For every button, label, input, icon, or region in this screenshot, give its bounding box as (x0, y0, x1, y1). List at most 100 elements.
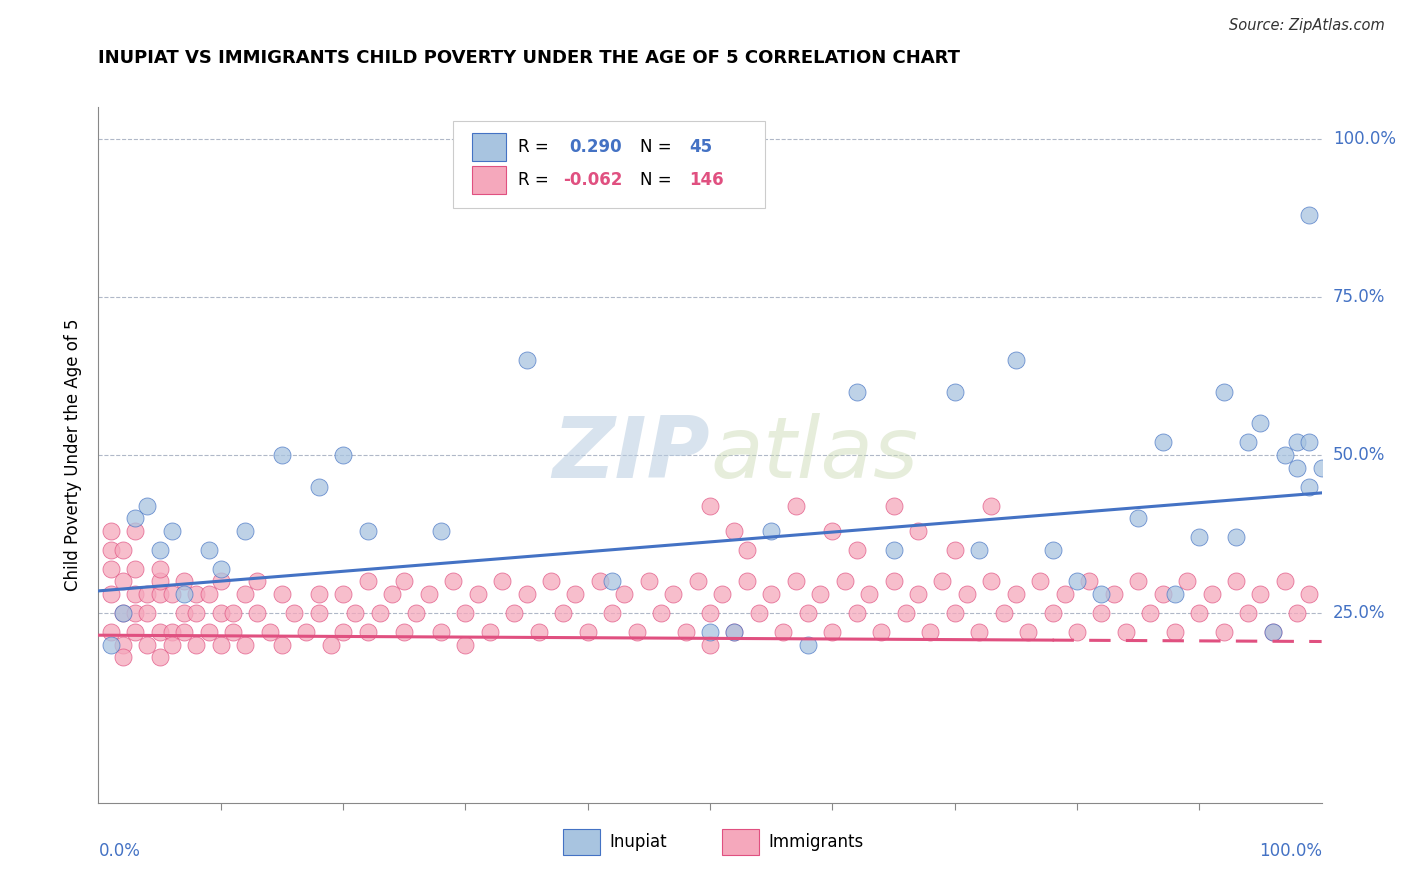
Point (233, 587, 256, 601)
Point (1212, 625, 1234, 640)
Point (124, 562, 146, 576)
Point (100, 542, 122, 557)
Text: N =: N = (640, 171, 672, 189)
Point (209, 638, 232, 652)
Point (1261, 625, 1284, 640)
Point (124, 587, 146, 601)
Point (454, 638, 477, 652)
Point (1152, 435, 1174, 450)
FancyBboxPatch shape (723, 829, 759, 855)
Point (149, 542, 172, 557)
Point (1053, 587, 1076, 601)
Point (222, 625, 245, 640)
Point (1298, 479, 1320, 493)
Point (943, 542, 966, 557)
Point (1237, 435, 1260, 450)
Point (173, 574, 195, 589)
Point (772, 625, 794, 640)
Point (1274, 448, 1296, 462)
Point (1298, 435, 1320, 450)
Point (283, 606, 305, 620)
FancyBboxPatch shape (453, 121, 765, 208)
Point (883, 574, 905, 589)
Point (821, 625, 844, 640)
Point (845, 542, 868, 557)
Point (662, 587, 685, 601)
Point (1298, 587, 1320, 601)
Text: N =: N = (640, 137, 672, 156)
Point (540, 574, 562, 589)
Point (515, 587, 537, 601)
Point (1201, 587, 1223, 601)
Point (478, 625, 501, 640)
Point (1066, 625, 1088, 640)
Text: 25.0%: 25.0% (1333, 604, 1385, 622)
Text: R =: R = (517, 171, 548, 189)
Point (430, 625, 453, 640)
Point (392, 625, 416, 640)
Point (907, 587, 929, 601)
Point (149, 625, 172, 640)
Point (1286, 435, 1309, 450)
Point (600, 606, 623, 620)
Point (100, 524, 122, 538)
Point (209, 606, 232, 620)
Point (173, 606, 195, 620)
Point (270, 587, 294, 601)
Point (111, 650, 134, 665)
Text: 0.0%: 0.0% (98, 842, 141, 860)
Point (392, 574, 416, 589)
Point (111, 542, 134, 557)
Point (723, 625, 745, 640)
Point (1090, 606, 1112, 620)
Point (1274, 574, 1296, 589)
Point (1029, 574, 1052, 589)
Point (503, 606, 526, 620)
Point (1139, 606, 1161, 620)
Point (308, 606, 330, 620)
Text: Source: ZipAtlas.com: Source: ZipAtlas.com (1229, 18, 1385, 33)
Point (149, 574, 172, 589)
Point (761, 524, 783, 538)
Point (1164, 587, 1187, 601)
Point (613, 587, 636, 601)
Point (332, 448, 354, 462)
Point (209, 574, 232, 589)
Point (356, 625, 378, 640)
Point (1261, 625, 1284, 640)
Point (100, 638, 122, 652)
Point (1017, 625, 1039, 640)
Point (332, 587, 354, 601)
Point (845, 384, 868, 399)
Point (222, 606, 245, 620)
Point (735, 574, 758, 589)
Point (920, 625, 942, 640)
Point (650, 606, 672, 620)
Point (956, 587, 979, 601)
Point (233, 638, 256, 652)
Point (491, 574, 513, 589)
Text: 146: 146 (689, 171, 724, 189)
Point (1090, 587, 1112, 601)
Point (173, 587, 195, 601)
Point (136, 638, 159, 652)
Point (699, 606, 721, 620)
Point (735, 542, 758, 557)
Text: INUPIAT VS IMMIGRANTS CHILD POVERTY UNDER THE AGE OF 5 CORRELATION CHART: INUPIAT VS IMMIGRANTS CHILD POVERTY UNDE… (98, 49, 960, 67)
Point (907, 524, 929, 538)
Point (111, 606, 134, 620)
Point (441, 574, 464, 589)
Point (626, 625, 648, 640)
Point (883, 542, 905, 557)
Text: Immigrants: Immigrants (769, 833, 865, 851)
Point (111, 606, 134, 620)
Point (870, 625, 893, 640)
Point (943, 384, 966, 399)
Point (1249, 587, 1271, 601)
Point (149, 650, 172, 665)
Y-axis label: Child Poverty Under the Age of 5: Child Poverty Under the Age of 5 (65, 318, 83, 591)
Point (356, 524, 378, 538)
Point (1225, 574, 1247, 589)
Point (1115, 625, 1137, 640)
Point (894, 606, 917, 620)
